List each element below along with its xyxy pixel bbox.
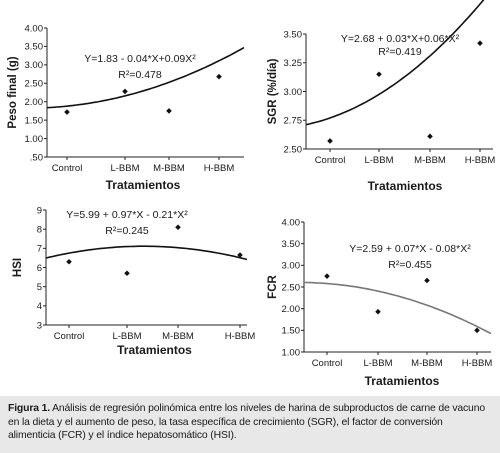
x-tick-label: Control xyxy=(315,155,346,166)
x-tick-label: M-BBM xyxy=(414,155,446,166)
x-axis-label: Tratamientos xyxy=(365,374,440,388)
regression-equation: Y=5.99 + 0.97*X - 0.21*X² xyxy=(66,209,188,221)
x-tick-label: Control xyxy=(312,358,343,369)
y-tick-label: 1.00 xyxy=(282,347,301,358)
y-tick-label: 4.00 xyxy=(25,23,44,34)
y-tick-label: 1.00 xyxy=(25,134,44,145)
data-point xyxy=(216,73,222,80)
chart-panel-2: 3.50 3.25 3.00 2.75 2.50 Control L-BBM M-BBM H-B… xyxy=(267,0,495,193)
x-tick-label: H-BBM xyxy=(465,155,496,166)
y-tick-label: 3.50 xyxy=(25,42,44,53)
regression-equation: Y=2.68 + 0.03*X+0.06*X² xyxy=(341,33,460,45)
y-tick-label: 2.00 xyxy=(282,304,301,315)
y-tick-label: 8 xyxy=(37,224,42,235)
r-squared: R²=0.419 xyxy=(378,46,422,58)
y-tick-label: 2.50 xyxy=(282,282,301,293)
x-tick-label: Control xyxy=(54,331,85,342)
fit-curve xyxy=(45,245,248,261)
y-tick-label: 2.50 xyxy=(25,79,44,90)
r-squared: R²=0.478 xyxy=(118,69,162,81)
y-tick-label: 3.25 xyxy=(284,58,303,69)
y-tick-label: .50 xyxy=(30,152,43,163)
data-point xyxy=(424,277,430,284)
x-tick-label: H-BBM xyxy=(225,331,256,342)
figure-panels: 4.00 3.50 3.00 2.50 2.00 1.50 1.00 .50 Control L-… xyxy=(7,0,495,388)
y-tick-label: 4.00 xyxy=(282,217,301,228)
fit-curve xyxy=(305,0,485,126)
chart-panel-3: 9 8 7 6 5 4 3 Control L-BBM M-BBM H-BBM Y=5.99 + 0.… xyxy=(12,205,255,357)
y-tick-label: 3.50 xyxy=(284,29,303,40)
x-tick-label: H-BBM xyxy=(462,358,493,369)
fit-curve xyxy=(304,281,492,335)
x-tick-label: L-BBM xyxy=(110,163,139,174)
y-axis-label: SGR (%/día) xyxy=(267,58,279,124)
x-tick-label: L-BBM xyxy=(112,331,141,342)
data-point xyxy=(474,327,480,334)
caption-label: Figura 1. xyxy=(8,403,50,414)
r-squared: R²=0.455 xyxy=(388,259,432,271)
data-point xyxy=(237,252,243,258)
data-point xyxy=(376,71,382,78)
x-tick-label: M-BBM xyxy=(411,358,443,369)
data-point xyxy=(122,88,128,95)
y-tick-label: 2.75 xyxy=(284,116,303,127)
data-point xyxy=(166,108,172,114)
data-point xyxy=(66,258,72,265)
y-tick-label: 1.50 xyxy=(282,326,301,337)
data-point xyxy=(375,308,381,315)
y-axis-label: FCR xyxy=(267,274,279,298)
data-point xyxy=(64,109,70,115)
chart-panel-4: 4.00 3.50 3.00 2.50 2.00 1.50 1.00 Control L-BBM… xyxy=(267,217,492,388)
y-tick-label: 9 xyxy=(37,205,42,216)
y-tick-label: 2.00 xyxy=(25,97,44,108)
x-axis-label: Tratamientos xyxy=(368,179,443,193)
y-tick-label: 3.00 xyxy=(282,261,301,272)
data-point xyxy=(124,270,130,277)
x-tick-label: M-BBM xyxy=(162,331,194,342)
fit-curve xyxy=(46,46,245,109)
x-tick-label: M-BBM xyxy=(153,163,185,174)
regression-equation: Y=2.59 + 0.07*X - 0.08*X² xyxy=(349,243,471,255)
y-tick-label: 1.50 xyxy=(25,115,44,126)
y-tick-label: 5 xyxy=(37,282,42,293)
x-tick-label: L-BBM xyxy=(364,155,393,166)
data-point xyxy=(327,138,333,144)
data-point xyxy=(427,133,433,140)
figure-caption: Figura 1. Análisis de regresión polinómi… xyxy=(0,396,500,453)
data-point xyxy=(175,224,181,231)
y-tick-label: 3.00 xyxy=(284,87,303,98)
y-tick-label: 4 xyxy=(37,301,42,312)
x-tick-label: Control xyxy=(52,163,83,174)
x-tick-label: H-BBM xyxy=(204,163,235,174)
y-tick-label: 3 xyxy=(37,320,42,331)
y-tick-label: 3.00 xyxy=(25,60,44,71)
y-tick-label: 7 xyxy=(37,244,42,255)
r-squared: R²=0.245 xyxy=(105,225,149,237)
y-tick-label: 6 xyxy=(37,263,42,274)
regression-equation: Y=1.83 - 0.04*X+0.09X² xyxy=(84,53,196,65)
x-axis-label: Tratamientos xyxy=(106,178,181,192)
x-axis-label: Tratamientos xyxy=(117,343,192,357)
y-tick-label: 2.50 xyxy=(284,144,303,155)
x-tick-label: L-BBM xyxy=(363,358,392,369)
caption-text: Análisis de regresión polinómica entre l… xyxy=(8,403,485,441)
chart-panel-1: 4.00 3.50 3.00 2.50 2.00 1.50 1.00 .50 Control L-… xyxy=(7,23,245,192)
y-axis-label: HSI xyxy=(12,258,24,277)
data-point xyxy=(324,273,330,279)
data-point xyxy=(477,40,483,46)
y-axis-label: Peso final (g) xyxy=(7,56,19,128)
y-tick-label: 3.50 xyxy=(282,239,301,250)
